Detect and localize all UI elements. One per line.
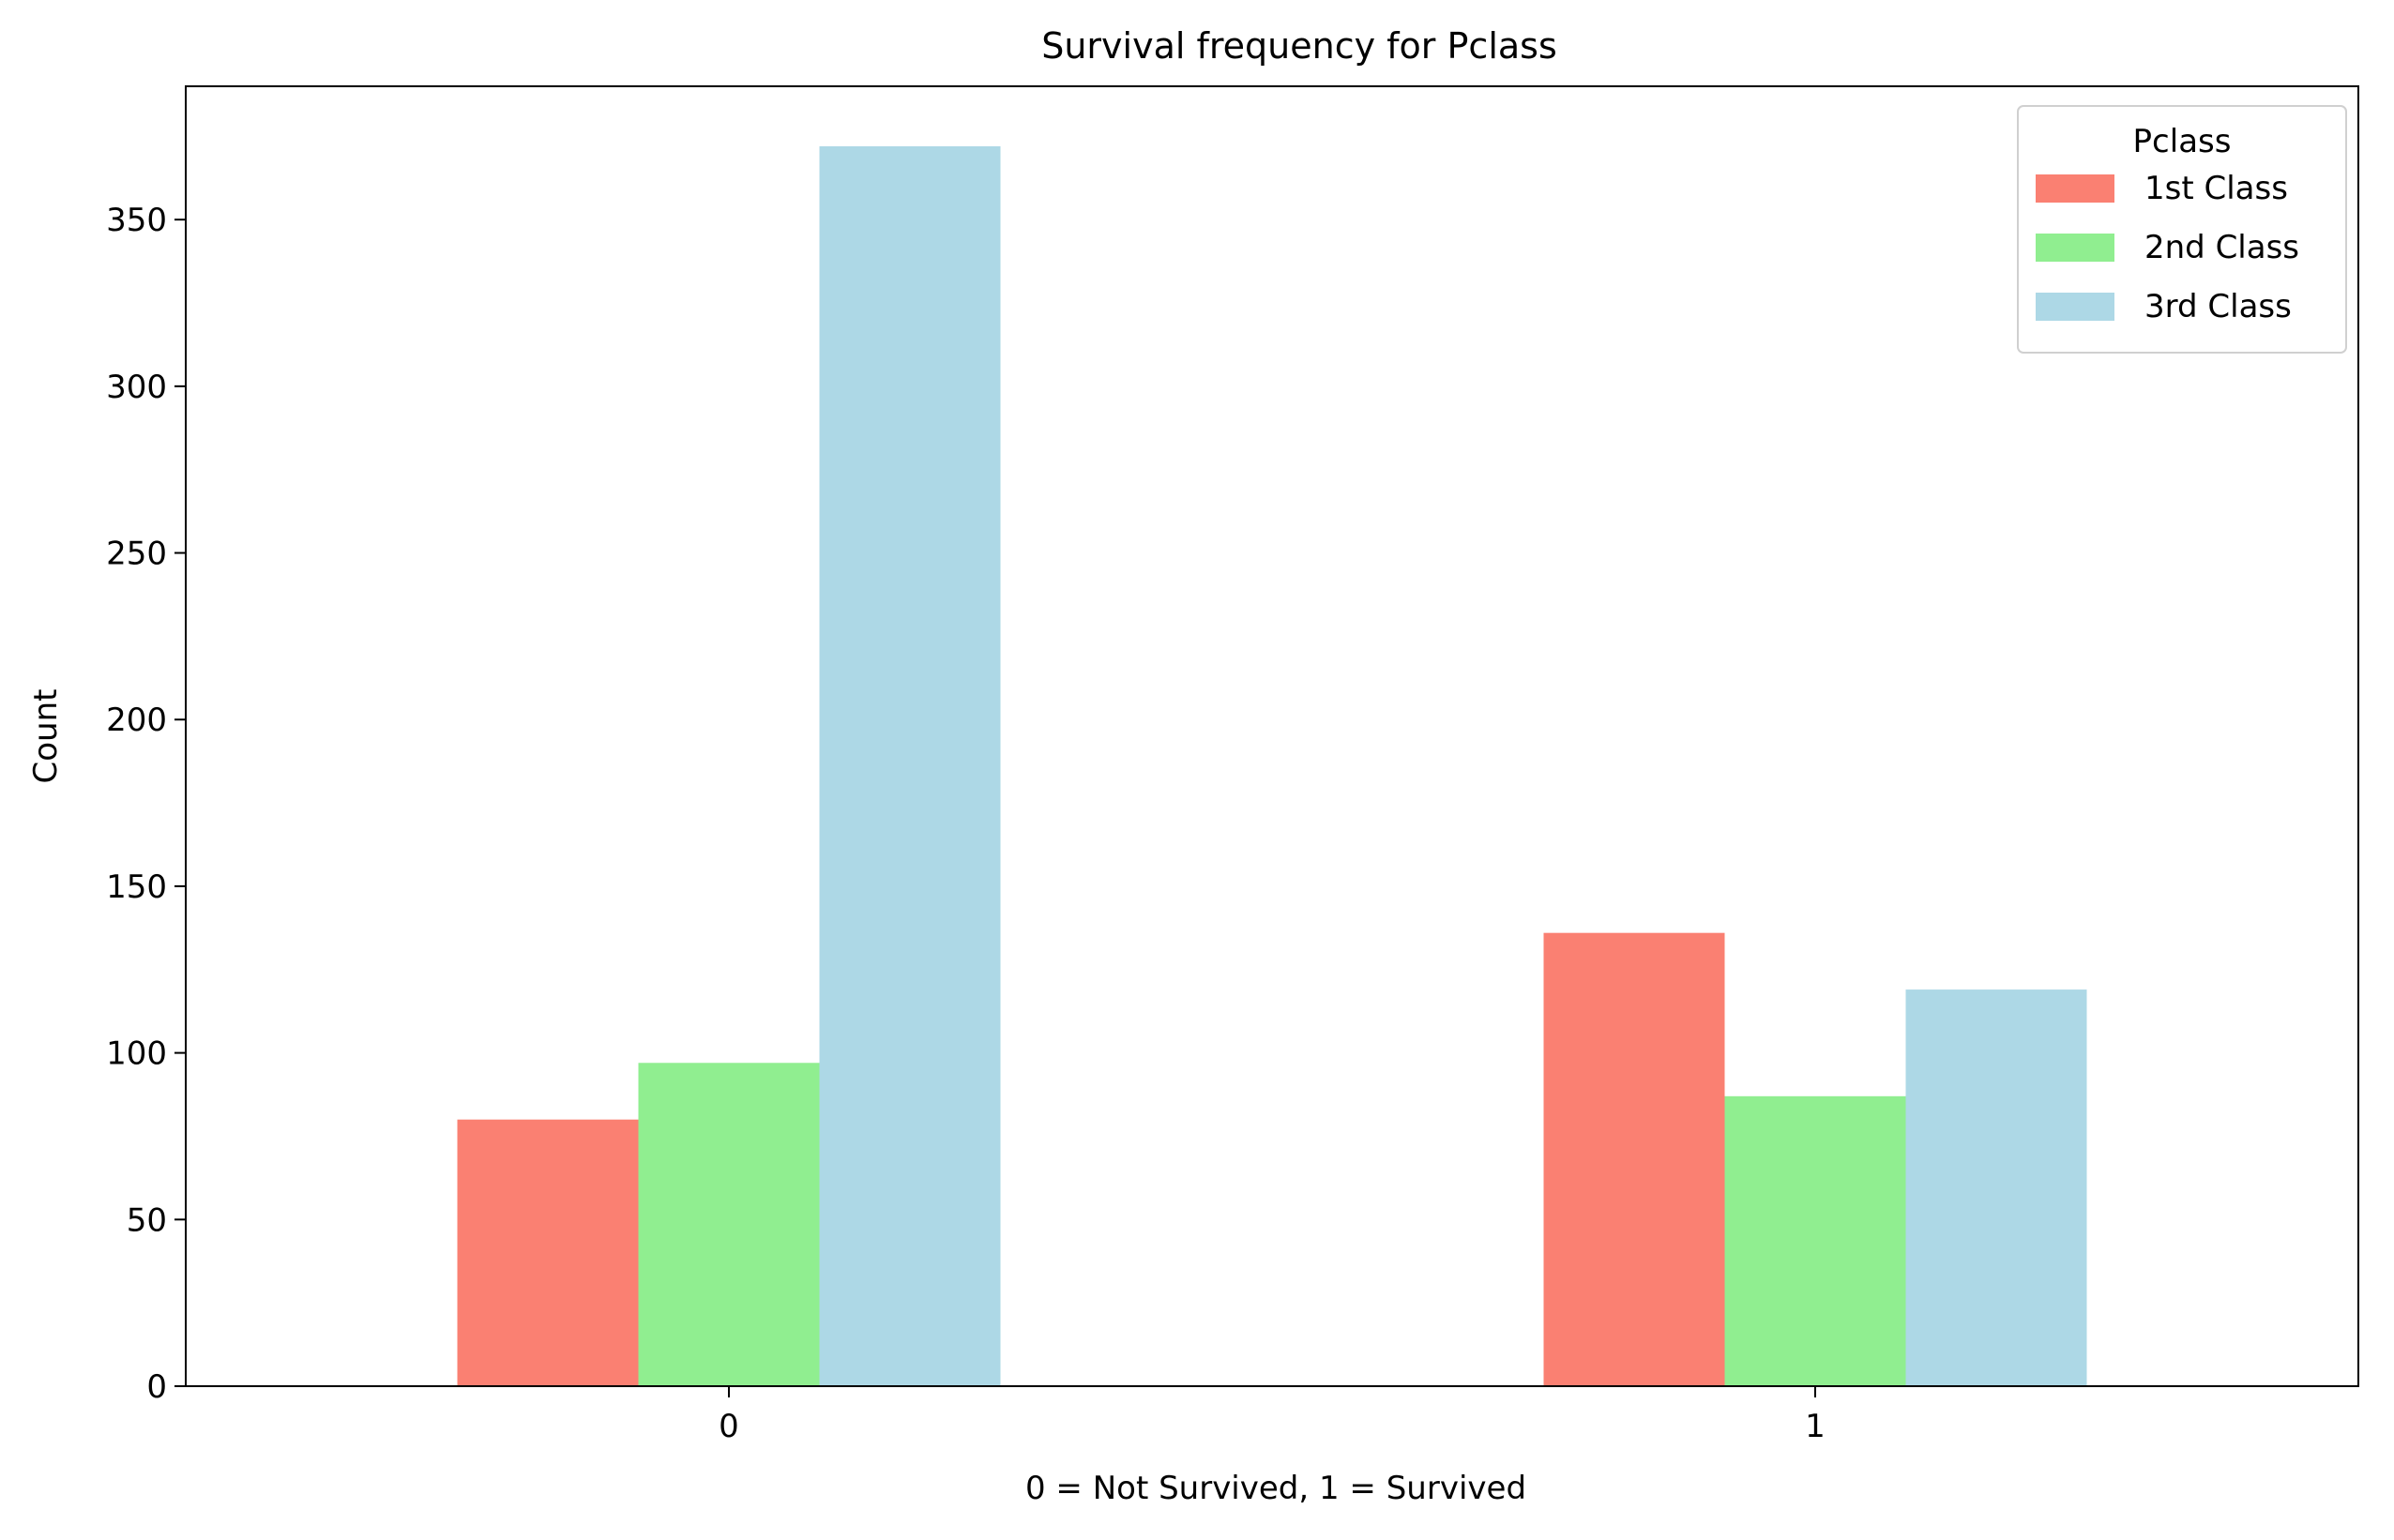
- chart-title: Survival frequency for Pclass: [1041, 25, 1557, 67]
- y-tick-label: 350: [106, 202, 167, 239]
- x-tick-label: 0: [719, 1408, 739, 1445]
- y-tick-label: 150: [106, 868, 167, 906]
- y-tick-label: 250: [106, 536, 167, 573]
- bar-1st-class-cat-1: [1543, 932, 1725, 1386]
- bar-3rd-class-cat-0: [819, 145, 1001, 1387]
- legend-swatch: [2036, 293, 2114, 321]
- y-axis: 0 50 100 150 200 250 300 350: [106, 202, 186, 1406]
- x-axis-label: 0 = Not Survived, 1 = Survived: [1025, 1470, 1526, 1507]
- y-tick-label: 50: [127, 1201, 167, 1239]
- y-axis-label: Count: [27, 689, 65, 784]
- legend: Pclass 1st Class 2nd Class 3rd Class: [2017, 105, 2347, 354]
- y-tick-label: 200: [106, 702, 167, 739]
- bar-1st-class-cat-0: [457, 1119, 639, 1386]
- legend-label: 1st Class: [2144, 170, 2288, 207]
- plot-frame: [185, 85, 2359, 1387]
- x-tick-label: 1: [1805, 1408, 1826, 1445]
- y-tick-label: 300: [106, 369, 167, 406]
- legend-swatch: [2036, 174, 2114, 203]
- legend-frame: [2017, 105, 2347, 354]
- legend-swatch: [2036, 234, 2114, 262]
- legend-items: 1st Class 2nd Class 3rd Class: [2036, 170, 2299, 325]
- bar-3rd-class-cat-1: [1905, 989, 2087, 1386]
- bars-group: [457, 145, 2087, 1387]
- y-tick-label: 0: [146, 1368, 167, 1406]
- legend-title: Pclass: [2133, 123, 2232, 160]
- bar-2nd-class-cat-0: [638, 1063, 820, 1386]
- y-tick-label: 100: [106, 1035, 167, 1073]
- legend-label: 2nd Class: [2144, 229, 2299, 266]
- legend-label: 3rd Class: [2144, 288, 2292, 325]
- bar-2nd-class-cat-1: [1724, 1095, 1906, 1386]
